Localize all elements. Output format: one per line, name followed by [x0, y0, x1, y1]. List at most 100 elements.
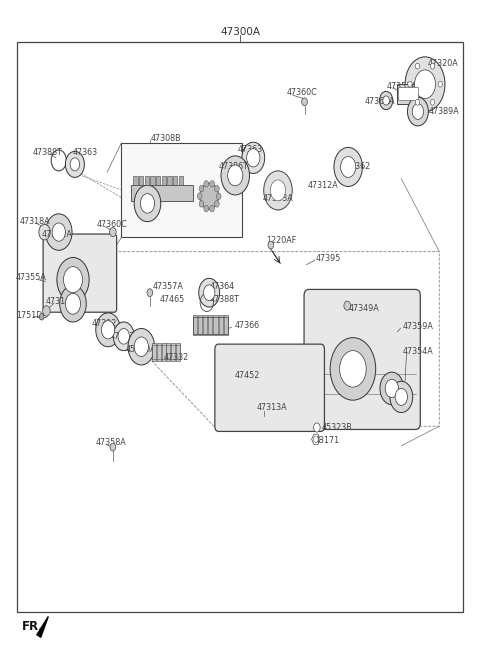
Bar — [168, 176, 172, 185]
Bar — [167, 343, 170, 361]
Circle shape — [199, 279, 219, 307]
Circle shape — [270, 180, 286, 201]
Circle shape — [341, 156, 356, 177]
Circle shape — [390, 381, 413, 413]
Circle shape — [101, 321, 115, 339]
Bar — [157, 343, 161, 361]
Text: 47386T: 47386T — [219, 162, 249, 171]
Circle shape — [431, 63, 435, 69]
Circle shape — [242, 142, 264, 173]
Circle shape — [46, 214, 72, 250]
Circle shape — [408, 81, 412, 87]
Polygon shape — [37, 616, 48, 637]
Circle shape — [330, 338, 376, 400]
Circle shape — [415, 63, 420, 69]
Text: 47363: 47363 — [73, 148, 98, 157]
Bar — [162, 343, 166, 361]
Bar — [396, 84, 420, 104]
Circle shape — [199, 200, 204, 207]
Text: 47362: 47362 — [345, 162, 371, 171]
Text: 47300A: 47300A — [220, 27, 260, 37]
Text: 47358A: 47358A — [96, 438, 126, 447]
Text: 47361A: 47361A — [364, 97, 395, 106]
Bar — [152, 343, 156, 361]
Circle shape — [39, 224, 50, 240]
Text: 1220AF: 1220AF — [266, 236, 296, 245]
Circle shape — [65, 293, 81, 314]
Text: 47360C: 47360C — [287, 88, 317, 97]
Bar — [133, 176, 138, 185]
Circle shape — [412, 104, 424, 120]
Bar — [150, 176, 155, 185]
Circle shape — [52, 223, 65, 241]
Circle shape — [344, 301, 350, 310]
Circle shape — [113, 322, 134, 351]
Circle shape — [334, 147, 362, 187]
Circle shape — [134, 185, 161, 221]
Text: 47352A: 47352A — [42, 229, 72, 238]
Circle shape — [380, 372, 404, 405]
Circle shape — [43, 306, 50, 316]
Text: 47308B: 47308B — [151, 134, 181, 143]
Text: 47366: 47366 — [234, 321, 259, 330]
Bar — [173, 176, 178, 185]
Circle shape — [210, 181, 215, 187]
Text: 47332: 47332 — [164, 353, 189, 362]
Circle shape — [215, 200, 219, 207]
Text: FR.: FR. — [22, 620, 44, 633]
Text: 47465: 47465 — [159, 295, 185, 304]
Text: 47320A: 47320A — [427, 59, 458, 68]
Text: 43171: 43171 — [315, 436, 340, 445]
Circle shape — [110, 443, 116, 451]
Text: 45840A: 45840A — [125, 345, 156, 354]
Text: 47388T: 47388T — [209, 295, 239, 304]
Circle shape — [383, 96, 389, 105]
Text: 47353A: 47353A — [263, 194, 294, 203]
Circle shape — [395, 388, 408, 405]
Bar — [208, 315, 213, 335]
Bar — [176, 343, 180, 361]
Circle shape — [128, 328, 155, 365]
Bar — [152, 345, 180, 359]
Bar — [131, 185, 192, 201]
Circle shape — [340, 351, 366, 387]
Text: 47351A: 47351A — [386, 81, 417, 91]
Bar — [144, 176, 149, 185]
Circle shape — [204, 285, 215, 300]
Bar — [398, 87, 419, 101]
Text: 47452: 47452 — [234, 371, 260, 380]
Circle shape — [215, 185, 219, 192]
Circle shape — [147, 289, 153, 296]
Circle shape — [197, 193, 202, 200]
Circle shape — [268, 241, 274, 249]
Bar — [192, 317, 228, 334]
Circle shape — [199, 185, 204, 192]
Circle shape — [118, 328, 130, 344]
Bar — [156, 176, 160, 185]
Circle shape — [405, 57, 445, 112]
Text: 47318A: 47318A — [19, 217, 50, 225]
Text: 47363: 47363 — [238, 145, 263, 154]
Circle shape — [264, 171, 292, 210]
Bar — [179, 176, 183, 185]
Circle shape — [70, 158, 80, 171]
Text: 47314A: 47314A — [46, 297, 76, 306]
Circle shape — [385, 379, 398, 397]
Text: 47389A: 47389A — [429, 107, 459, 116]
Circle shape — [96, 313, 120, 347]
Bar — [17, 42, 463, 612]
Text: 47395: 47395 — [316, 254, 341, 263]
Text: 1751DD: 1751DD — [16, 311, 48, 320]
Text: 47349A: 47349A — [349, 304, 380, 313]
Circle shape — [204, 181, 209, 187]
Circle shape — [65, 151, 84, 177]
Bar — [121, 143, 242, 237]
Circle shape — [313, 423, 320, 432]
Text: 47355A: 47355A — [16, 273, 47, 283]
Bar — [171, 343, 175, 361]
Circle shape — [57, 258, 89, 302]
Circle shape — [247, 148, 260, 167]
Circle shape — [415, 70, 435, 99]
Circle shape — [216, 193, 221, 200]
Text: 47359A: 47359A — [402, 322, 433, 331]
